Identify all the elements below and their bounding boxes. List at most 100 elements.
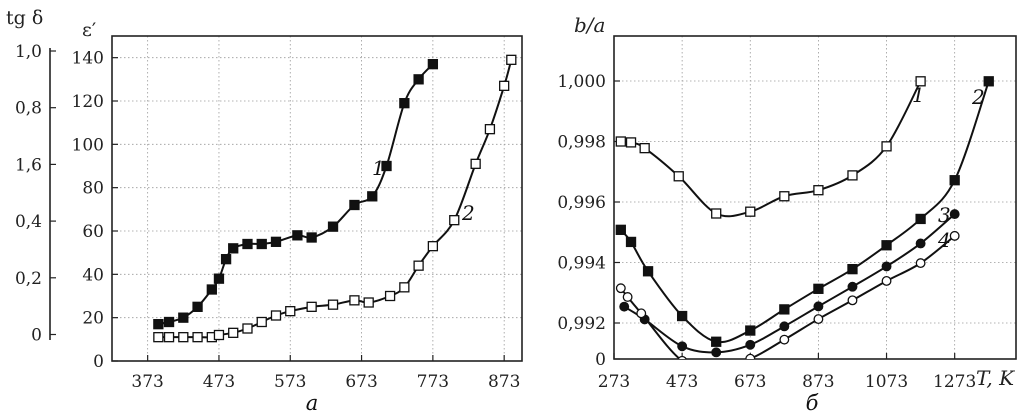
series-b-4	[615, 230, 960, 372]
data-point-4	[206, 284, 217, 295]
data-point-10	[915, 258, 926, 269]
data-point-11	[949, 230, 960, 241]
series-group-b	[615, 76, 994, 372]
data-point-11	[306, 301, 317, 312]
data-point-6	[779, 191, 790, 202]
tg-delta-axis: tg δ 1,0 0,8 1,6 0,4 0,2 0	[6, 7, 56, 346]
data-point-12	[983, 76, 994, 87]
y-tick-label-b: 0,996	[557, 193, 606, 213]
data-point-8	[881, 261, 892, 272]
data-point-19	[427, 59, 439, 70]
data-point-11	[292, 230, 303, 241]
data-point-14	[363, 297, 374, 308]
data-point-18	[427, 241, 439, 252]
data-point-15	[367, 191, 378, 202]
tg-delta-ticks: 1,0 0,8 1,6 0,4 0,2 0	[15, 42, 56, 346]
series-line-b-1	[620, 80, 922, 218]
data-point-13	[349, 295, 360, 306]
data-point-9	[881, 240, 892, 251]
chart-panel-b: 273 473 673 873 1073 1273 0 0,992 0,994 0,996 0,99…	[557, 13, 1017, 414]
data-point-2	[639, 143, 650, 154]
data-point-5	[745, 206, 756, 217]
x-tick-label-b: 873	[802, 372, 834, 392]
y-tick-label-a: 0	[93, 352, 104, 372]
data-point-8	[847, 295, 858, 306]
data-point-3	[673, 171, 684, 182]
data-point-11	[949, 175, 960, 186]
data-point-8	[242, 238, 253, 250]
data-point-1	[163, 332, 175, 343]
data-point-4	[711, 208, 722, 219]
tg-delta-tick-label: 1,0	[15, 42, 42, 62]
data-point-9	[881, 276, 892, 286]
tg-delta-tick-label: 0	[31, 326, 42, 346]
y-tick-label-a: 120	[72, 92, 104, 112]
data-point-1	[163, 316, 175, 328]
tg-delta-tick-label: 0,8	[15, 99, 42, 119]
data-point-14	[349, 199, 360, 211]
data-point-23	[506, 54, 517, 65]
tg-delta-tick-label: 0,4	[15, 212, 42, 232]
data-point-5	[213, 273, 225, 284]
x-tick-label-b: 1073	[865, 372, 908, 392]
panel-label-b: б	[806, 391, 819, 414]
data-point-2	[677, 341, 688, 352]
y-axis-title-b: b/a	[574, 13, 605, 37]
data-point-7	[847, 281, 858, 292]
tg-delta-axis-title: tg δ	[6, 7, 43, 29]
data-point-12	[306, 232, 317, 243]
data-point-2	[178, 332, 189, 343]
data-point-5	[779, 321, 790, 332]
data-point-17	[399, 98, 410, 109]
y-tick-label-a: 20	[82, 309, 104, 329]
series-line-a-2	[158, 59, 513, 339]
data-point-18	[413, 74, 424, 85]
data-point-7	[813, 314, 824, 325]
series-label-b-4: 4	[937, 228, 951, 252]
data-point-10	[270, 236, 282, 247]
data-point-1	[625, 137, 637, 148]
data-point-6	[220, 254, 232, 265]
data-point-3	[192, 332, 203, 343]
y-tick-label-a: 60	[82, 222, 104, 242]
data-point-4	[712, 363, 721, 372]
data-point-6	[779, 304, 790, 315]
data-point-7	[242, 323, 253, 334]
data-point-4	[711, 336, 722, 347]
tg-delta-tick-label: 1,6	[15, 155, 42, 175]
data-point-8	[847, 264, 858, 275]
y-tick-label-a: 140	[72, 49, 104, 69]
series-a-2	[153, 54, 517, 343]
data-point-21	[484, 124, 496, 135]
data-point-7	[228, 243, 239, 254]
data-point-0	[153, 332, 164, 343]
series-label-a-1: 1	[372, 156, 385, 180]
data-point-0	[153, 319, 164, 330]
y-tick-label-a: 100	[72, 135, 104, 155]
data-point-2	[178, 312, 189, 323]
data-point-9	[915, 238, 926, 249]
data-point-7	[813, 185, 824, 196]
grid-a	[112, 36, 522, 361]
data-point-17	[413, 260, 424, 271]
y-tick-label-b: 0	[595, 350, 606, 370]
data-point-10	[285, 306, 296, 317]
data-point-6	[813, 301, 824, 312]
ticks-b: 273 473 673 873 1073 1273 0 0,992 0,994 0,996 0,99…	[557, 72, 976, 392]
x-tick-label-b: 273	[598, 372, 630, 392]
data-point-1	[625, 236, 637, 248]
data-point-12	[327, 299, 339, 310]
data-point-9	[270, 310, 282, 321]
y-tick-label-a: 80	[82, 179, 104, 199]
data-point-22	[499, 80, 510, 91]
data-point-20	[470, 158, 481, 169]
series-label-b-1: 1	[912, 83, 925, 107]
data-point-3	[192, 301, 203, 312]
plot-frame-a	[111, 35, 523, 362]
y-tick-label-a: 40	[82, 265, 104, 285]
data-point-3	[676, 310, 688, 322]
data-point-2	[642, 266, 654, 277]
data-point-0	[615, 283, 626, 294]
